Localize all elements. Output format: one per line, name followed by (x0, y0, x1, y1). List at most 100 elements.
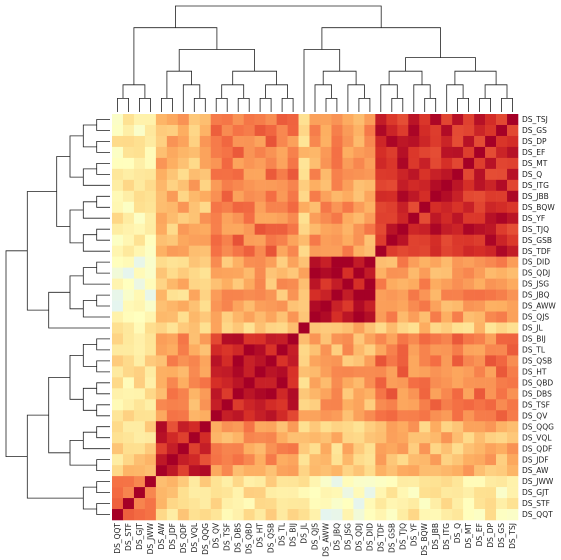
heatmap-cell (419, 223, 431, 235)
heatmap-cell (364, 300, 376, 312)
row-tick-label: DS_QJS (522, 313, 549, 322)
heatmap-cell (419, 146, 431, 159)
heatmap-cell (309, 388, 321, 400)
heatmap-cell (232, 245, 244, 257)
heatmap-cell (452, 432, 464, 444)
heatmap-cell (441, 267, 453, 279)
heatmap-cell (408, 124, 420, 137)
heatmap-cell (375, 256, 387, 268)
heatmap-cell (133, 366, 146, 378)
heatmap-cell (254, 146, 266, 159)
heatmap-cell (122, 344, 135, 356)
heatmap-cell (496, 487, 508, 499)
heatmap-cell (144, 432, 157, 444)
heatmap-cell (144, 333, 157, 345)
heatmap-cell (177, 432, 190, 444)
heatmap-cell (232, 333, 244, 345)
heatmap-cell (112, 366, 124, 378)
heatmap-cell (188, 223, 201, 235)
heatmap-cell (430, 223, 442, 235)
heatmap-cell (474, 190, 486, 203)
heatmap-cell (155, 234, 168, 246)
heatmap-cell (122, 509, 135, 521)
heatmap-cell (199, 465, 212, 477)
heatmap-cell (430, 245, 442, 257)
heatmap-cell (496, 234, 508, 246)
heatmap-cell (320, 114, 332, 126)
heatmap-cell (112, 201, 124, 214)
heatmap-cell (254, 410, 266, 422)
heatmap-cell (430, 256, 442, 268)
column-dendrogram-link (484, 84, 508, 99)
column-tick-label: DS_QBD (245, 523, 254, 554)
heatmap-cell (430, 388, 442, 400)
heatmap-cell (276, 344, 288, 356)
heatmap-cell (397, 355, 409, 367)
heatmap-cell (430, 322, 442, 334)
heatmap-cell (496, 344, 508, 356)
heatmap-cell (254, 355, 266, 367)
heatmap-cell (155, 432, 168, 444)
heatmap-cell (397, 245, 409, 257)
heatmap-cell (474, 509, 486, 521)
heatmap-cell (232, 157, 244, 170)
heatmap-cell (221, 498, 233, 510)
heatmap-cell (331, 223, 343, 235)
heatmap-cell (254, 179, 266, 192)
heatmap-cell (474, 333, 486, 345)
heatmap-cell (298, 179, 310, 192)
heatmap-cell (452, 454, 464, 466)
heatmap-cell (166, 212, 179, 225)
heatmap-cell (210, 333, 223, 345)
heatmap-cell (430, 366, 442, 378)
heatmap-cell (112, 487, 124, 499)
heatmap-cell (386, 190, 398, 203)
heatmap-cell (254, 476, 266, 488)
heatmap-cell (331, 454, 343, 466)
heatmap-cell (353, 168, 365, 181)
heatmap-cell (485, 201, 497, 214)
heatmap-cell (133, 223, 146, 235)
heatmap-cell (188, 135, 201, 148)
heatmap-cell (298, 135, 310, 148)
heatmap-cell (331, 201, 343, 214)
heatmap-cell (112, 114, 124, 126)
heatmap-cell (243, 289, 255, 301)
heatmap-cell (485, 399, 497, 411)
heatmap-cell (243, 234, 255, 246)
heatmap-cell (331, 300, 343, 312)
heatmap-cell (133, 190, 146, 203)
heatmap-cell (507, 146, 519, 159)
heatmap-cell (331, 124, 343, 137)
heatmap-cell (408, 146, 420, 159)
heatmap-cell (188, 443, 201, 455)
heatmap-cell (112, 289, 124, 301)
heatmap-cell (397, 135, 409, 148)
heatmap-cell (155, 114, 168, 126)
heatmap-cell (386, 509, 398, 521)
heatmap-cell (232, 135, 244, 148)
heatmap-cell (463, 421, 475, 433)
heatmap-cell (265, 432, 277, 444)
heatmap-cell (276, 146, 288, 159)
heatmap-cell (188, 212, 201, 225)
heatmap-cell (112, 135, 124, 148)
heatmap-cell (177, 245, 190, 257)
heatmap-cell (496, 168, 508, 181)
heatmap-cell (386, 388, 398, 400)
heatmap-cell (507, 322, 519, 334)
heatmap-cell (441, 300, 453, 312)
heatmap-cell (419, 311, 431, 323)
heatmap-cell (320, 388, 332, 400)
column-tick-label: DS_QQG (201, 523, 210, 555)
heatmap-cell (419, 256, 431, 268)
row-dendrogram-link (82, 168, 110, 186)
heatmap-cell (177, 234, 190, 246)
heatmap-cell (133, 454, 146, 466)
heatmap-cell (177, 190, 190, 203)
heatmap-cell (298, 366, 310, 378)
row-tick-label: DS_GJT (522, 488, 549, 497)
heatmap-cell (177, 256, 190, 268)
heatmap-cell (265, 454, 277, 466)
heatmap-cell (452, 223, 464, 235)
